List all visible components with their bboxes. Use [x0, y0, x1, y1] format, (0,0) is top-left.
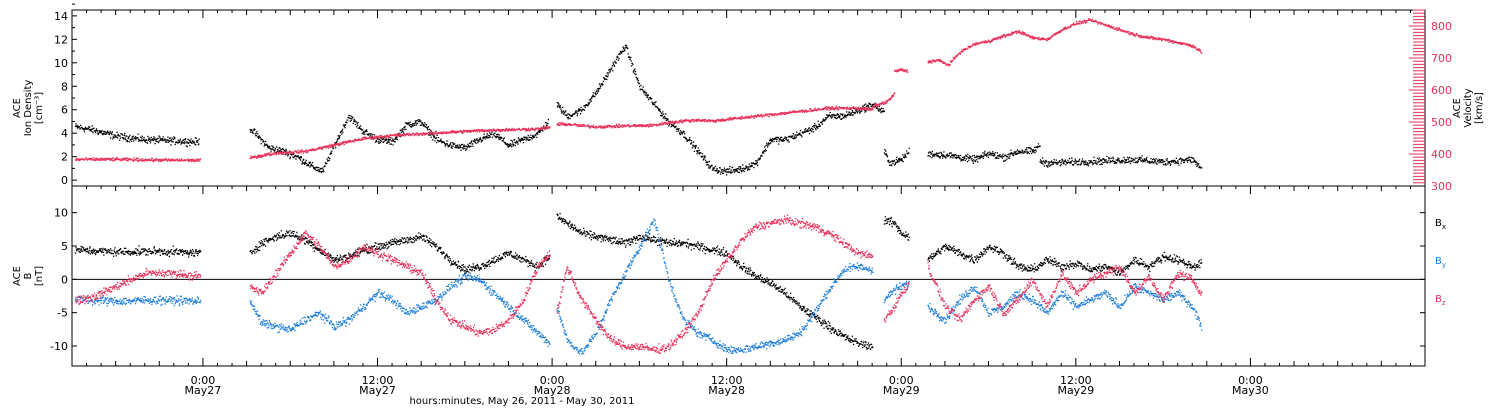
velocity-tick-label: 300: [1431, 180, 1452, 193]
b-legend: Bx By Bz: [1435, 218, 1446, 307]
b-tick-label: 10: [54, 207, 68, 220]
b-bx-segment-3: [883, 216, 910, 241]
ion-density-segment-2: [556, 44, 886, 176]
x-tick-time-label: 0:00: [191, 374, 216, 387]
b-bz-segment-2: [556, 214, 874, 355]
x-tick-time-label: 0:00: [889, 374, 914, 387]
density-tick-label: 10: [54, 57, 68, 70]
velocity-segment-0: [74, 156, 202, 163]
density-axis-title: [cm⁻³]: [34, 92, 45, 124]
density-axis-title: Ion Density: [23, 80, 34, 137]
density-axis-title: ACE: [12, 98, 23, 118]
b-tick-label: 0: [61, 273, 68, 286]
ion-density-segment-1: [249, 114, 549, 173]
b-bz-segment-1: [249, 230, 551, 337]
b-by-segment-4: [927, 283, 1203, 331]
velocity-series: [74, 18, 1203, 163]
x-tick-time-label: 0:00: [1238, 374, 1263, 387]
x-tick-time-label: 12:00: [362, 374, 394, 387]
magnetic-field-panel: -10 -5 0 5 10 Bx By Bz ACE B [nT]: [12, 185, 1446, 367]
velocity-tick-label: 500: [1431, 116, 1452, 129]
velocity-segment-4: [894, 68, 909, 73]
x-tick-date-label: May28: [534, 384, 571, 397]
x-tick-date-label: May29: [1057, 384, 1094, 397]
b-by-series: [74, 218, 1203, 355]
b-bz-segment-0: [74, 267, 202, 305]
x-tick-time-label: 0:00: [540, 374, 565, 387]
b-axis-title: [nT]: [34, 266, 45, 286]
density-tick-label: 0: [61, 174, 68, 187]
velocity-segment-3: [872, 92, 896, 109]
ion-density-segment-0: [74, 123, 200, 148]
density-tick-label: 6: [61, 104, 68, 117]
b-bx-segment-2: [556, 213, 874, 350]
velocity-segment-5: [927, 18, 1203, 67]
b-bx-series: [74, 213, 1203, 350]
x-tick-time-label: 12:00: [1060, 374, 1092, 387]
x-tick-date-label: May29: [883, 384, 920, 397]
legend-bx: Bx: [1435, 218, 1446, 231]
velocity-axis-title: [km/s]: [1474, 92, 1485, 124]
b-by-segment-1: [249, 271, 551, 347]
velocity-segment-2: [556, 105, 874, 129]
legend-by: By: [1435, 256, 1446, 269]
b-bx-segment-4: [927, 243, 1203, 276]
magnetic-frame: [71, 185, 1426, 367]
b-tick-label: 5: [61, 240, 68, 253]
velocity-tick-label: 800: [1431, 20, 1452, 33]
b-axis-title: ACE: [12, 266, 23, 286]
x-axis: 0:00May2712:00May270:00May2812:00May280:…: [71, 10, 1426, 397]
b-bz-series: [74, 214, 1203, 355]
legend-bz: Bz: [1435, 294, 1446, 307]
b-tick-label: -5: [57, 307, 68, 320]
x-tick-date-label: May28: [708, 384, 745, 397]
velocity-tick-label: 400: [1431, 148, 1452, 161]
ion-density-segment-4: [927, 143, 1041, 164]
density-tick-label: 8: [61, 80, 68, 93]
b-bz-segment-4: [927, 262, 1203, 323]
b-bz-segment-3: [883, 281, 910, 323]
b-tick-label: -10: [50, 340, 68, 353]
ion-density-series: [74, 44, 1203, 176]
x-tick-time-label: 12:00: [711, 374, 743, 387]
x-tick-date-label: May27: [359, 384, 396, 397]
density-tick-label: 14: [54, 10, 68, 23]
velocity-axis-title: ACE: [1452, 98, 1463, 118]
x-tick-date-label: May27: [185, 384, 222, 397]
b-axis-title: B: [23, 272, 34, 279]
velocity-axis-title: Velocity: [1463, 88, 1474, 127]
b-by-segment-2: [556, 218, 874, 355]
ion-density-segment-5: [1039, 155, 1203, 169]
b-bx-segment-0: [74, 245, 202, 258]
velocity-segment-1: [249, 126, 551, 160]
b-by-segment-3: [883, 280, 910, 304]
x-tick-date-label: May30: [1232, 384, 1269, 397]
x-axis-title: hours:minutes, May 26, 2011 - May 30, 20…: [409, 396, 634, 407]
velocity-tick-label: 700: [1431, 52, 1452, 65]
density-tick-label: 4: [61, 127, 68, 140]
density-tick-label: 2: [61, 151, 68, 164]
velocity-tick-label: 600: [1431, 84, 1452, 97]
density-tick-label: 12: [54, 33, 68, 46]
plasma-frame: [71, 9, 1426, 187]
b-by-segment-0: [74, 294, 202, 307]
ion-density-segment-3: [883, 147, 910, 167]
